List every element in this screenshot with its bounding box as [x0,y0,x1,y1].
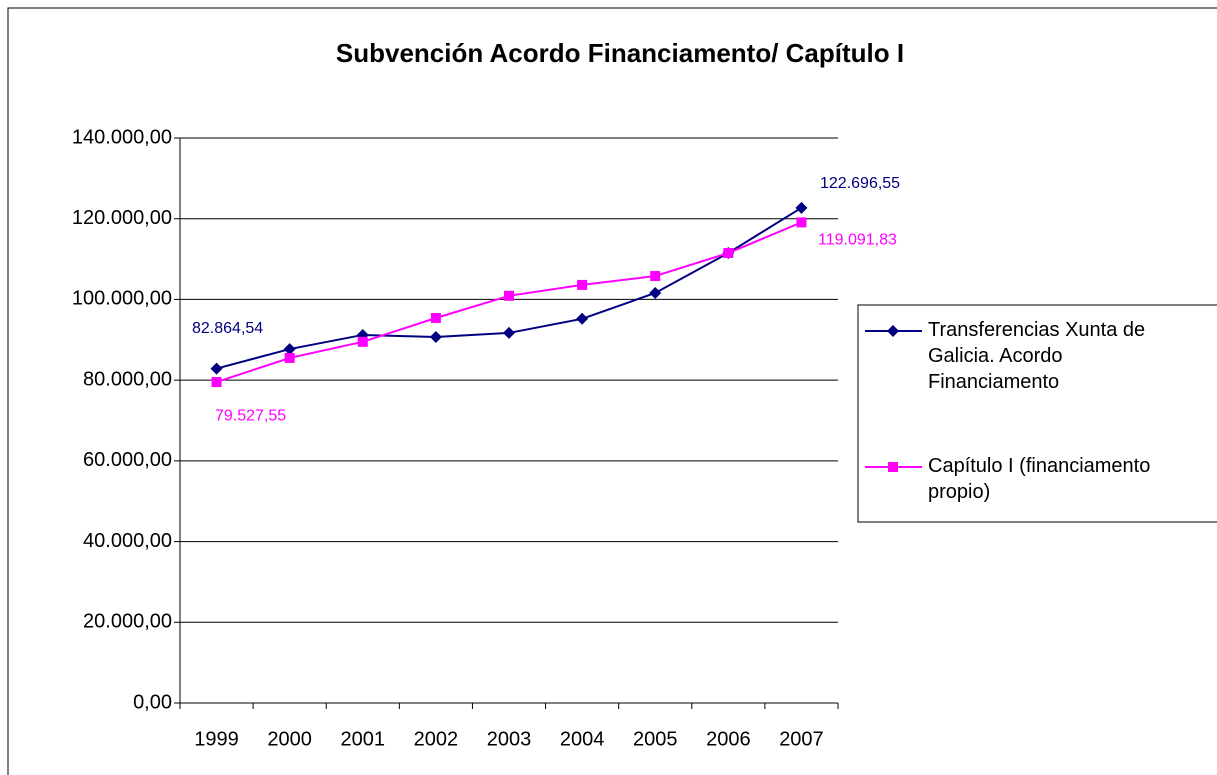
data-label: 79.527,55 [215,407,286,424]
legend-label: Capítulo I (financiamento propio) [928,455,1151,503]
data-label: 82.864,54 [192,320,263,337]
marker [796,217,807,228]
marker [576,312,589,325]
marker [504,290,514,301]
x-tick-label: 2001 [341,728,386,750]
x-tick-label: 2002 [414,728,459,750]
x-tick-label: 2006 [706,728,751,750]
marker [888,462,898,472]
marker [210,362,223,375]
legend-label: Transferencias Xunta de Galicia. Acordo … [928,319,1146,393]
marker [429,330,442,343]
legend-box [857,304,1217,523]
marker [284,352,295,363]
y-tick-label: 140.000,00 [72,126,172,148]
marker [211,377,222,388]
y-tick-label: 100.000,00 [72,288,172,310]
y-tick-label: 40.000,00 [83,530,172,552]
x-tick-label: 2007 [779,728,824,750]
y-tick-label: 0,00 [133,691,172,713]
x-tick-label: 2000 [267,728,312,750]
x-tick-label: 2005 [633,728,678,750]
data-label: 119.091,83 [818,232,897,249]
marker [503,326,515,339]
marker [430,312,441,323]
x-tick-label: 2004 [560,728,605,750]
x-tick-label: 2003 [487,728,532,750]
y-tick-label: 20.000,00 [83,611,172,633]
y-tick-label: 120.000,00 [72,207,172,229]
chart-title: Subvención Acordo Financiamento/ Capítul… [336,38,904,68]
x-tick-label: 1999 [194,728,239,750]
marker [357,336,368,347]
marker [887,325,899,337]
marker [795,201,808,214]
y-tick-label: 60.000,00 [83,449,172,471]
marker [650,271,661,282]
data-label: 122.696,55 [820,175,900,192]
marker [577,279,588,290]
marker [723,248,734,259]
marker [283,343,296,356]
y-tick-label: 80.000,00 [83,368,172,390]
marker [649,286,662,299]
